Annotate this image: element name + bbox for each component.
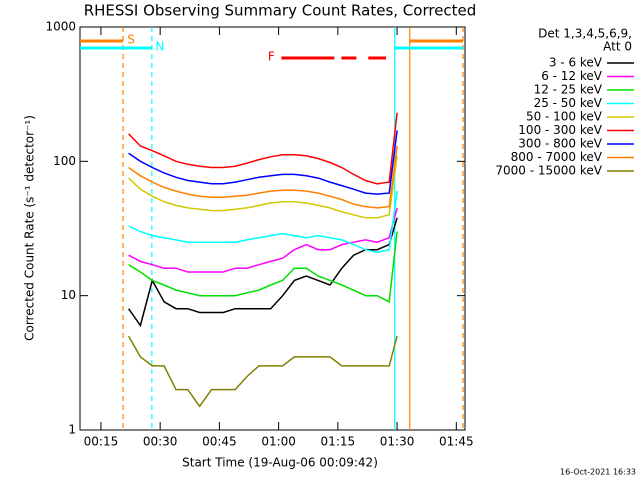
y-tick-label: 1000 (45, 20, 76, 34)
series-line (128, 145, 398, 209)
legend-label: 100 - 300 keV (518, 123, 602, 137)
legend-label: 300 - 800 keV (518, 137, 602, 151)
footnote: 16-Oct-2021 16:33 (560, 468, 636, 477)
series-line (128, 231, 398, 303)
legend-label: 25 - 50 keV (534, 96, 603, 110)
legend-label: 7000 - 15000 keV (495, 164, 602, 178)
x-tick-label: 00:45 (202, 435, 237, 449)
legend-title: Det 1,3,4,5,6,9, (538, 27, 632, 41)
series-line (128, 190, 398, 254)
x-tick-label: 00:15 (84, 435, 119, 449)
y-tick-label: 1 (68, 423, 76, 437)
flag-label: N (155, 40, 164, 54)
legend-title: Att 0 (603, 40, 632, 54)
series-line (127, 217, 398, 328)
x-tick-label: 01:00 (261, 435, 296, 449)
legend-label: 3 - 6 keV (549, 56, 603, 70)
series-line (128, 112, 398, 185)
x-tick-label: 01:30 (380, 435, 415, 449)
legend-label: 800 - 7000 keV (511, 150, 603, 164)
plot-frame (79, 26, 466, 431)
series-line (127, 335, 398, 408)
legend-label: 6 - 12 keV (541, 69, 603, 83)
series-line (128, 207, 398, 273)
y-tick-label: 10 (61, 288, 76, 302)
series-line (128, 130, 398, 195)
flag-label: S (127, 33, 135, 47)
x-tick-label: 01:15 (321, 435, 356, 449)
y-tick-label: 100 (53, 154, 76, 168)
flag-label: F (268, 50, 275, 64)
y-axis-label: Corrected Count Rate (s⁻¹ detector⁻¹) (23, 115, 37, 341)
legend-label: 12 - 25 keV (534, 83, 603, 97)
x-axis-label: Start Time (19-Aug-06 00:09:42) (182, 456, 378, 470)
x-tick-label: 00:30 (143, 435, 178, 449)
legend-label: 50 - 100 keV (526, 110, 603, 124)
series-line (128, 155, 398, 219)
chart-title: RHESSI Observing Summary Count Rates, Co… (84, 2, 477, 20)
x-tick-label: 01:45 (439, 435, 474, 449)
